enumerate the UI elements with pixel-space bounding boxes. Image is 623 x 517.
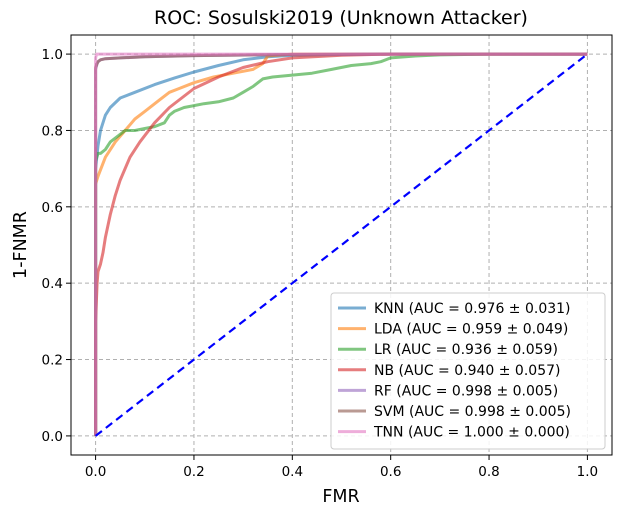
- legend-label: LDA (AUC = 0.959 ± 0.049): [374, 322, 568, 338]
- x-tick-label: 0.6: [380, 464, 401, 480]
- chart-title: ROC: Sosulski2019 (Unknown Attacker): [154, 7, 528, 29]
- y-tick-label: 0.8: [42, 123, 63, 139]
- legend-label: KNN (AUC = 0.976 ± 0.031): [374, 301, 571, 317]
- y-tick-label: 0.4: [42, 276, 63, 292]
- legend: KNN (AUC = 0.976 ± 0.031) LDA (AUC = 0.95…: [330, 292, 606, 450]
- x-tick-label: 0.2: [183, 464, 204, 480]
- plot-frame: [70, 34, 613, 456]
- legend-label: TNN (AUC = 1.000 ± 0.000): [373, 425, 570, 441]
- y-tick-label: 1.0: [42, 47, 63, 63]
- legend-label: NB (AUC = 0.940 ± 0.057): [374, 363, 560, 379]
- x-tick-label: 0.4: [282, 464, 303, 480]
- legend-label: SVM (AUC = 0.998 ± 0.005): [374, 404, 571, 420]
- x-axis-label: FMR: [322, 487, 359, 507]
- legend-box: [330, 292, 606, 450]
- series-layer: [94, 52, 589, 437]
- x-tick-label: 1.0: [577, 464, 598, 480]
- series-line-3: [94, 52, 588, 436]
- legend-label: RF (AUC = 0.998 ± 0.005): [374, 383, 558, 399]
- series-line-2: [94, 52, 588, 436]
- ticks: 0.0 0.2 0.4 0.6 0.8 1.0 0.0 0.2 0.4 0.6 0.8 1.0: [42, 47, 599, 480]
- x-tick-label: 0.8: [478, 464, 499, 480]
- legend-label: LR (AUC = 0.936 ± 0.059): [374, 342, 558, 358]
- x-tick-label: 0.0: [85, 464, 106, 480]
- series-line-7: [94, 52, 588, 436]
- series-line-4: [94, 52, 588, 436]
- y-tick-label: 0.2: [42, 353, 63, 369]
- y-tick-label: 0.0: [42, 429, 63, 445]
- y-tick-label: 0.6: [42, 200, 63, 216]
- y-axis-label: 1-FNMR: [11, 211, 31, 279]
